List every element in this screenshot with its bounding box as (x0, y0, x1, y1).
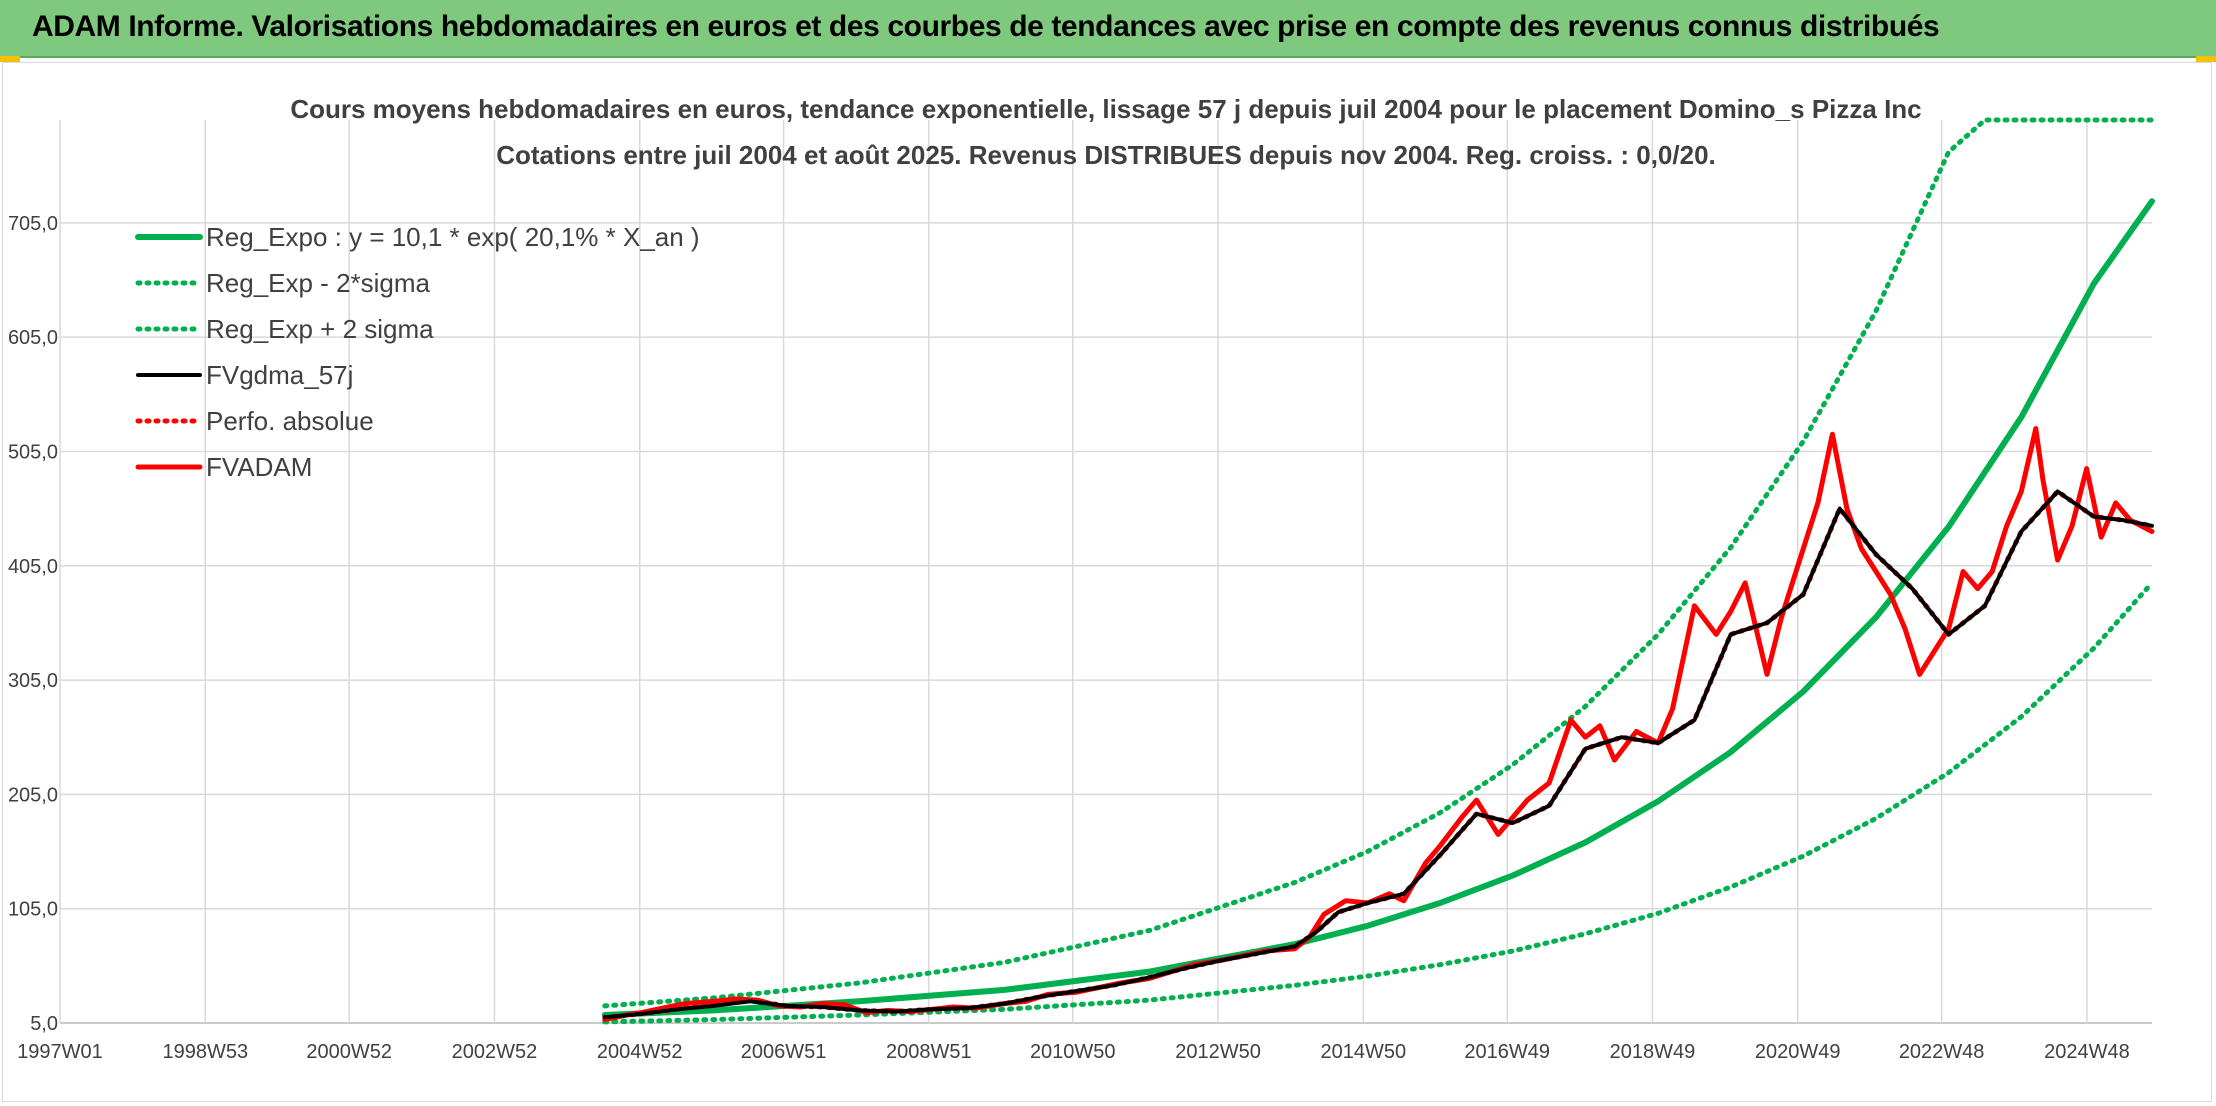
legend-label-5: Perfo. absolue (206, 406, 374, 436)
corner-marker-left (0, 56, 20, 62)
y-tick-label: 705,0 (8, 213, 58, 235)
chart-legend: Reg_Expo : y = 10,1 * exp( 20,1% * X_an … (135, 222, 700, 482)
x-tick-label: 2004W52 (597, 1041, 683, 1063)
chart-frame (2, 62, 2212, 1102)
y-tick-label: 505,0 (8, 441, 58, 463)
x-tick-label: 2000W52 (306, 1041, 392, 1063)
series-line-4 (602, 489, 2154, 1020)
y-tick-label: 605,0 (8, 327, 58, 349)
chart-grid (59, 120, 2152, 1024)
y-tick-label: 205,0 (8, 784, 58, 806)
legend-label-1: Reg_Expo : y = 10,1 * exp( 20,1% * X_an … (206, 222, 700, 252)
y-axis-ticks: 5,0 105,0 205,0 305,0 405,0 505,0 605,0 705,0 (8, 213, 58, 1035)
series-line-6 (602, 426, 2155, 1023)
x-tick-label: 2014W50 (1320, 1041, 1406, 1063)
y-tick-label: 105,0 (8, 899, 58, 921)
chart-title: Cours moyens hebdomadaires en euros, ten… (290, 94, 1921, 124)
y-tick-label: 5,0 (30, 1013, 58, 1035)
legend-label-2: Reg_Exp - 2*sigma (206, 268, 431, 298)
y-tick-label: 405,0 (8, 556, 58, 578)
x-tick-label: 1998W53 (162, 1041, 248, 1063)
series-line-2 (602, 580, 2155, 1025)
chart-series (601, 117, 2155, 1025)
x-tick-label: 2022W48 (1899, 1041, 1985, 1063)
x-tick-label: 2024W48 (2044, 1041, 2130, 1063)
x-tick-label: 2016W49 (1464, 1041, 1550, 1063)
series-line-3 (602, 117, 2155, 1009)
x-axis-ticks: 1997W01 1998W53 2000W52 2002W52 2004W52 2006W… (17, 1041, 2130, 1063)
x-tick-label: 2008W51 (886, 1041, 972, 1063)
report-title: ADAM Informe. Valorisations hebdomadaire… (32, 10, 1940, 43)
x-tick-label: 2012W50 (1175, 1041, 1261, 1063)
report-banner: ADAM Informe. Valorisations hebdomadaire… (0, 0, 2216, 58)
series-line-1 (601, 198, 2155, 1018)
x-tick-label: 2010W50 (1030, 1041, 1116, 1063)
legend-label-4: FVgdma_57j (206, 360, 353, 390)
x-tick-label: 1997W01 (17, 1041, 103, 1063)
x-tick-label: 2002W52 (452, 1041, 538, 1063)
x-tick-label: 2020W49 (1755, 1041, 1841, 1063)
series-line-5 (602, 489, 2155, 1020)
legend-label-6: FVADAM (206, 452, 312, 482)
chart-subtitle: Cotations entre juil 2004 et août 2025. … (496, 140, 1716, 170)
corner-marker-right (2196, 56, 2216, 62)
y-tick-label: 305,0 (8, 670, 58, 692)
x-tick-label: 2018W49 (1610, 1041, 1696, 1063)
x-tick-label: 2006W51 (741, 1041, 827, 1063)
legend-label-3: Reg_Exp + 2 sigma (206, 314, 434, 344)
